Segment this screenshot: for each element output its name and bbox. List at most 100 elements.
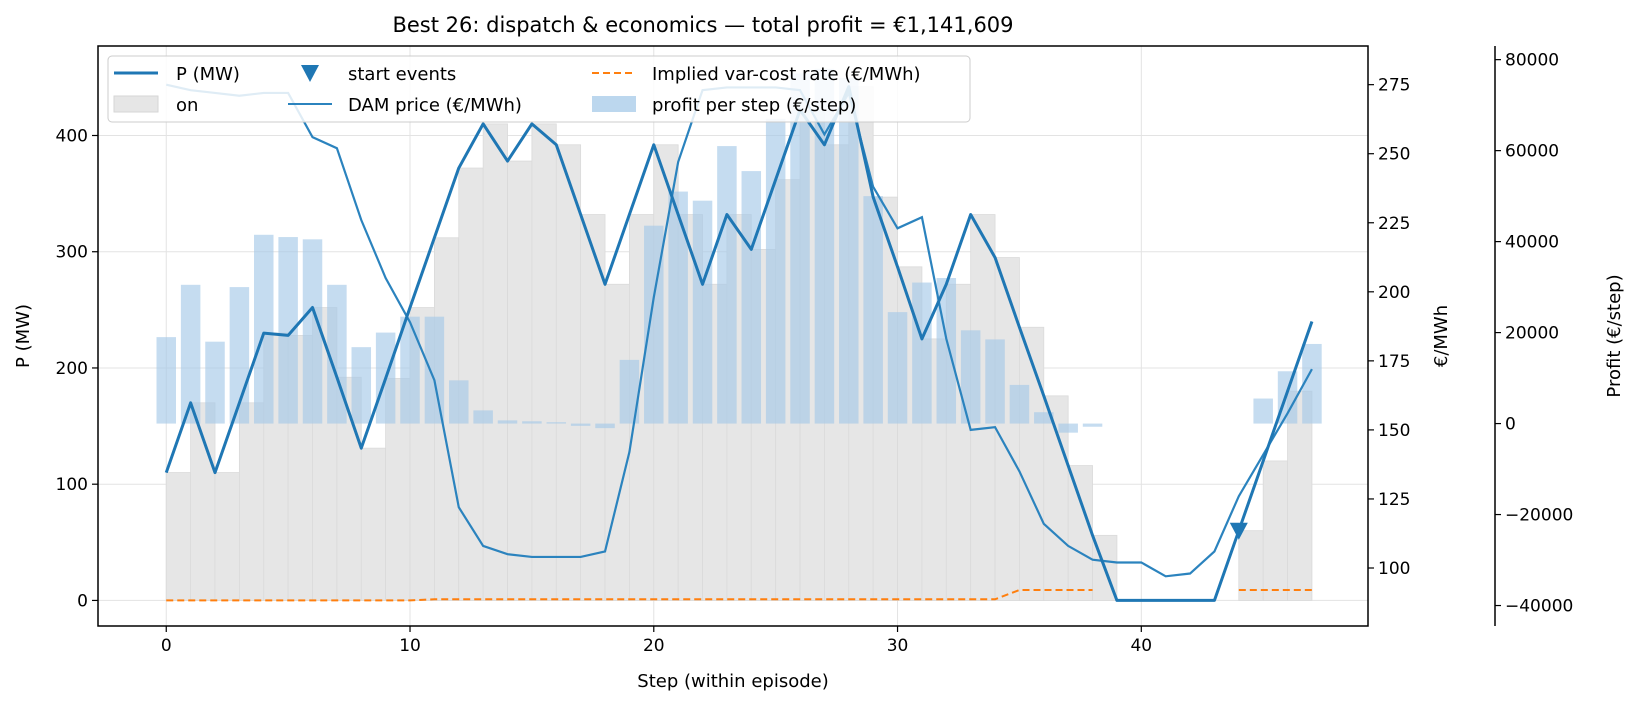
on-state-bar: [1238, 530, 1264, 601]
profit-bar: [863, 196, 883, 424]
y-axis-label: P (MW): [13, 304, 34, 368]
y3-tick-label: 80000: [1505, 51, 1559, 71]
profit-bar: [1082, 423, 1103, 427]
profit-bar: [960, 330, 981, 424]
legend-label-profit: profit per step (€/step): [652, 95, 856, 116]
on-state-bar: [165, 472, 192, 601]
x-axis-label: Step (within episode): [637, 671, 828, 692]
profit-bar: [1277, 371, 1298, 424]
y3-tick-label: 20000: [1505, 324, 1559, 344]
legend-label-start: start events: [348, 64, 456, 85]
profit-bar: [1302, 343, 1322, 424]
y3-tick-label: 40000: [1505, 233, 1559, 253]
legend-swatch-profit: [592, 96, 636, 112]
y2-tick-label: 225: [1378, 214, 1410, 234]
profit-bar: [254, 234, 274, 424]
profit-bar: [302, 239, 323, 424]
y2-tick-label: 150: [1378, 421, 1410, 441]
y-tick-label: 400: [56, 126, 88, 146]
profit-bar: [668, 191, 688, 424]
profit-bar: [1253, 398, 1273, 424]
on-state-bar: [580, 214, 606, 601]
y2-tick-label: 275: [1378, 76, 1410, 96]
axes: 0 10 20 30 400100200300400100125150175200225…: [56, 51, 1574, 656]
y2-tick-label: 125: [1378, 490, 1410, 510]
profit-bar: [692, 200, 713, 424]
legend-label-price: DAM price (€/MWh): [348, 95, 522, 116]
y2-axis-label: €/MWh: [1431, 305, 1452, 367]
profit-bar: [1009, 384, 1030, 424]
on-state-bar: [531, 123, 557, 601]
y-tick-label: 300: [56, 243, 88, 263]
y2-tick-label: 250: [1378, 145, 1410, 165]
y3-axis-label: Profit (€/step): [1604, 274, 1625, 397]
profit-bar: [205, 341, 225, 424]
y3-tick-label: −40000: [1505, 597, 1573, 617]
y-tick-label: 0: [77, 591, 88, 611]
y3-tick-label: 0: [1505, 415, 1516, 435]
profit-bar: [497, 420, 518, 424]
power-line: [164, 85, 1314, 602]
plot-frame: [97, 45, 1369, 627]
on-state-bar: [360, 447, 387, 601]
profit-bar: [473, 410, 493, 424]
profit-bar: [156, 337, 177, 424]
on-state-bar: [604, 283, 630, 601]
on-state-bar: [214, 472, 240, 601]
profit-bars: [156, 68, 1322, 433]
profit-bar: [619, 359, 640, 424]
profit-bar: [985, 339, 1005, 424]
legend-box: [107, 55, 971, 123]
on-state-bar: [482, 123, 508, 601]
y3-tick-label: −20000: [1505, 506, 1573, 526]
on-state-bar: [1067, 465, 1093, 601]
profit-bar: [522, 421, 542, 424]
profit-bar: [839, 77, 859, 424]
on-state-bar: [190, 402, 216, 601]
profit-bar: [278, 237, 298, 424]
profit-bar: [570, 423, 591, 426]
legend-label-on: on: [176, 95, 198, 116]
y-tick-label: 100: [56, 475, 88, 495]
y-tick-label: 200: [56, 359, 88, 379]
x-tick-label: 40: [1130, 636, 1152, 656]
legend-label-power: P (MW): [176, 64, 240, 85]
profit-bar: [814, 68, 835, 424]
y3-tick-label: 60000: [1505, 142, 1559, 162]
start-event-marker: [1229, 522, 1248, 540]
on-state-bar: [238, 402, 265, 601]
profit-bar: [595, 423, 615, 429]
var-cost-line: [166, 588, 1093, 602]
on-state-bar: [1019, 326, 1045, 601]
profit-bar: [887, 312, 908, 424]
on-state-bar: [994, 257, 1020, 601]
profit-bar: [449, 380, 469, 424]
x-tick-label: 10: [399, 636, 421, 656]
legend: P (MW) on start events DAM price (€/MWh)…: [107, 55, 971, 123]
on-state-bar: [507, 160, 533, 601]
on-state-bar: [555, 144, 582, 601]
profit-bar: [424, 316, 445, 424]
profit-bar: [180, 284, 201, 424]
profit-bar: [1034, 412, 1054, 424]
profit-bar: [1058, 423, 1078, 433]
chart-title: Best 26: dispatch & economics — total pr…: [392, 13, 1013, 37]
x-tick-label: 30: [887, 636, 909, 656]
legend-swatch-start: [301, 65, 319, 82]
y2-tick-label: 200: [1378, 283, 1410, 303]
y2-tick-label: 100: [1378, 559, 1410, 579]
legend-swatch-on: [113, 95, 159, 113]
profit-bar: [717, 146, 737, 424]
legend-label-varcost: Implied var-cost rate (€/MWh): [652, 64, 921, 85]
profit-bar: [741, 171, 762, 424]
profit-bar: [351, 347, 372, 424]
on-state-bar: [1287, 390, 1313, 601]
profit-bar: [546, 422, 567, 424]
profit-bar: [912, 282, 932, 424]
x-tick-label: 20: [643, 636, 665, 656]
x-tick-label: 0: [161, 636, 172, 656]
profit-bar: [790, 73, 810, 424]
profit-bar: [400, 316, 420, 424]
on-state-bar: [1262, 460, 1288, 601]
